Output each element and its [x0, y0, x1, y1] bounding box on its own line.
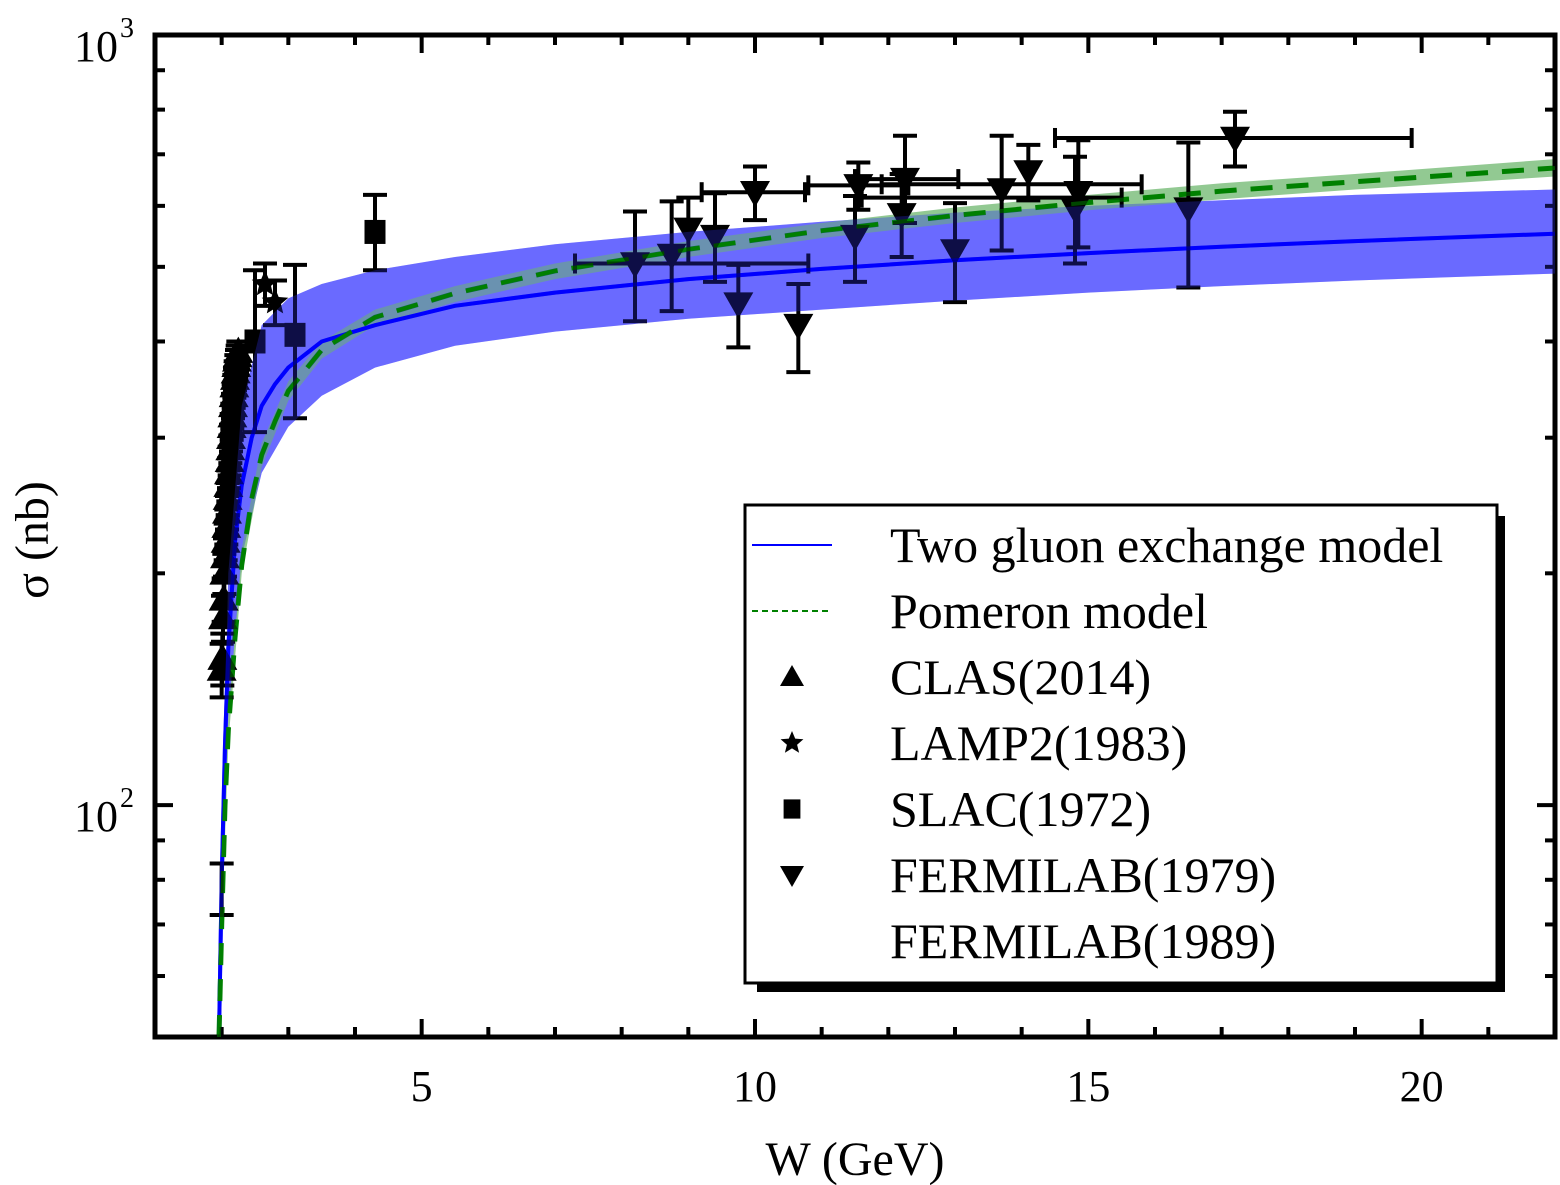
legend-entry: FERMILAB(1979) — [780, 847, 1276, 903]
plot-border — [152, 32, 1558, 1040]
fermilab-1989-point — [859, 187, 1124, 208]
fermilab-1979-marker — [783, 313, 814, 341]
legend-entry: Pomeron model — [752, 583, 1208, 639]
legend-entry: SLAC(1972) — [783, 781, 1151, 837]
clas-2014-marker — [207, 643, 238, 670]
x-tick-label: 10 — [733, 1062, 777, 1111]
fermilab-1979-marker — [1063, 180, 1094, 208]
fermilab-1979-point — [1173, 140, 1204, 290]
y-axis-label: σ (nb) — [6, 481, 59, 599]
slac-1972-marker — [284, 322, 306, 347]
fermilab-1979-marker — [1173, 197, 1204, 224]
fermilab-1979-marker — [940, 239, 970, 266]
fermilab-1979-point — [1013, 142, 1044, 203]
clas-2014-point — [223, 336, 254, 365]
y-tick-exponent: 2 — [120, 783, 134, 814]
band-overlay — [217, 166, 1555, 1037]
data-points — [206, 109, 1414, 918]
fermilab-1979-marker — [890, 167, 920, 195]
axis-ticks — [155, 35, 1555, 1037]
fermilab-1979-point — [783, 281, 814, 375]
x-tick-label: 15 — [1066, 1062, 1110, 1111]
y-tick-label: 10 — [74, 792, 118, 841]
slac-1972-marker — [244, 329, 266, 354]
fermilab-1979-point — [699, 164, 807, 223]
fermilab-1979-point — [940, 201, 970, 305]
legend-label: SLAC(1972) — [890, 781, 1151, 837]
slac-1972-point — [283, 262, 307, 421]
two-gluon-curve-overlay — [217, 231, 1555, 1037]
fermilab-1979-marker — [723, 292, 754, 319]
legend-entry: Two gluon exchange model — [752, 517, 1443, 573]
plot-frame — [152, 32, 1558, 1040]
legend-entries: Two gluon exchange model Pomeron model CLA… — [752, 517, 1443, 969]
legend-triangle-down-icon — [780, 866, 804, 887]
fermilab-1979-marker — [886, 203, 917, 230]
slac-1972-marker — [364, 219, 386, 244]
fermilab-1979-marker — [740, 180, 770, 208]
legend-label: Two gluon exchange model — [890, 517, 1443, 573]
fermilab-1979-point — [853, 133, 961, 226]
legend-entry: FERMILAB(1989) — [890, 913, 1276, 969]
legend-label: FERMILAB(1989) — [890, 913, 1276, 969]
legend-triangle-up-icon — [780, 665, 804, 686]
pomeron-curve-overlay — [217, 166, 1555, 1037]
y-tick-exponent: 3 — [120, 13, 134, 44]
legend-label: Pomeron model — [890, 583, 1208, 639]
legend-label: CLAS(2014) — [890, 649, 1151, 705]
lamp2-1983-point — [261, 278, 289, 328]
lamp2-1983-marker — [261, 288, 289, 314]
legend-square-icon — [783, 799, 801, 819]
clas-2014-marker — [223, 336, 254, 363]
fermilab-1979-point — [1053, 109, 1414, 169]
two-gluon-band — [219, 189, 1555, 1037]
legend-entry: LAMP2(1983) — [780, 715, 1187, 771]
slac-1972-point — [363, 192, 387, 273]
legend-label: LAMP2(1983) — [890, 715, 1187, 771]
legend-box — [743, 503, 1499, 985]
fermilab-1989-point — [879, 174, 1144, 195]
model-bands — [219, 159, 1555, 1037]
fermilab-1979-marker — [1013, 160, 1044, 187]
legend: Two gluon exchange model Pomeron model CLA… — [743, 503, 1505, 992]
legend-label: FERMILAB(1979) — [890, 847, 1276, 903]
fermilab-1979-marker — [986, 178, 1017, 205]
lamp2-1983-marker — [251, 270, 279, 296]
legend-entry: CLAS(2014) — [780, 649, 1151, 705]
fermilab-1979-marker — [840, 224, 870, 252]
y-tick-label: 10 — [74, 22, 118, 71]
fermilab-1979-marker — [1220, 126, 1250, 153]
fermilab-1979-marker — [700, 224, 730, 252]
fermilab-1979-point — [1063, 138, 1094, 250]
x-tick-label: 5 — [411, 1062, 433, 1111]
x-tick-label: 20 — [1400, 1062, 1444, 1111]
legend-star-icon — [780, 731, 804, 753]
two-gluon-band-overlay — [219, 189, 1555, 1037]
x-axis-label: W (GeV) — [765, 1133, 944, 1185]
fermilab-1979-marker — [673, 217, 704, 244]
